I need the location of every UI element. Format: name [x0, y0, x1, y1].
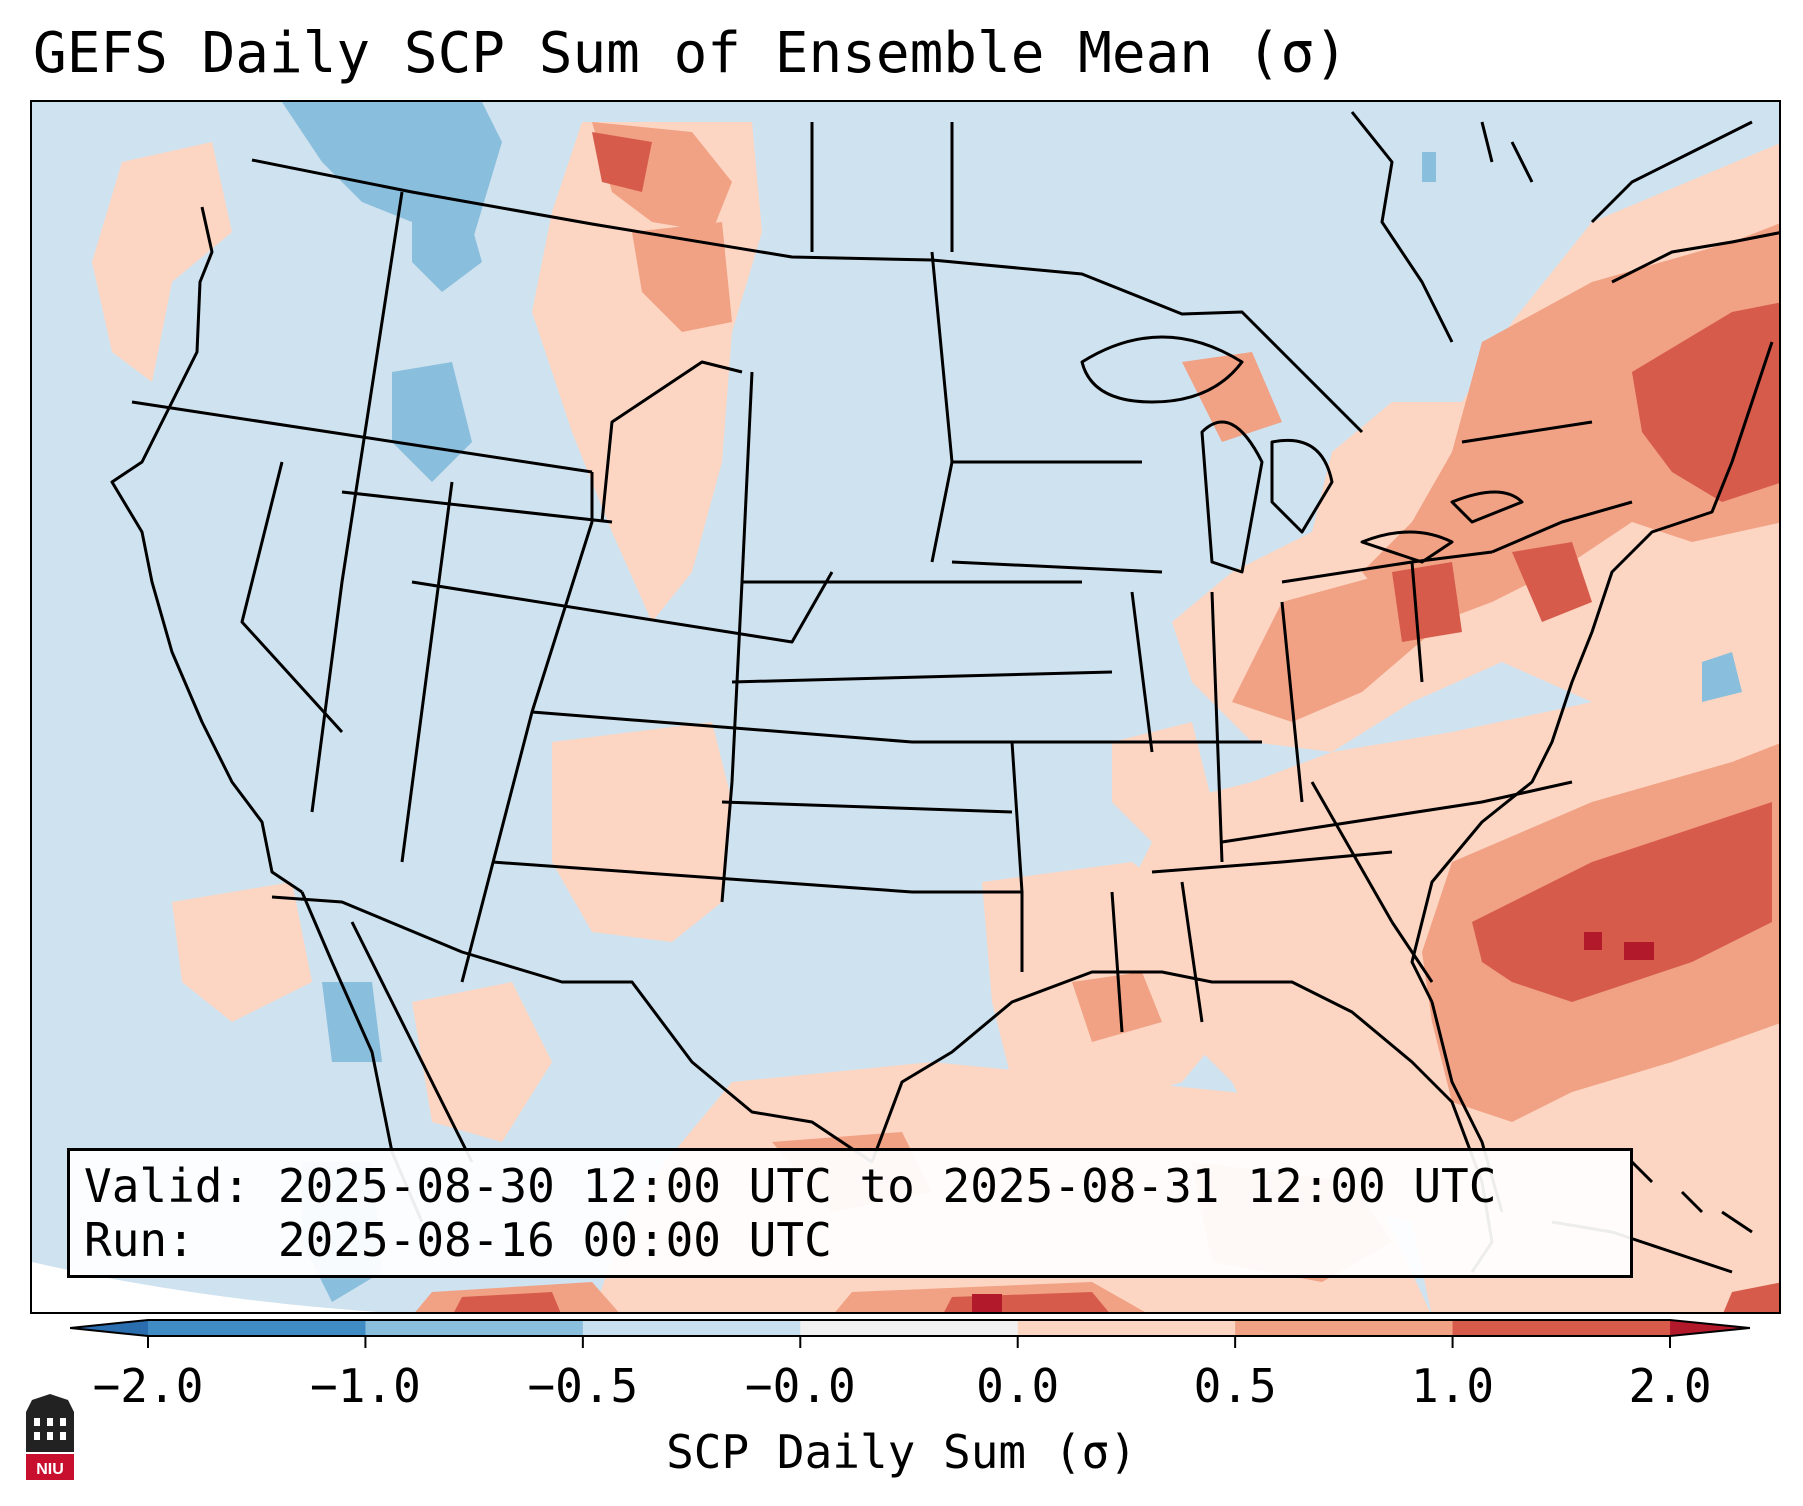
projection-edge-left [32, 1262, 378, 1312]
colorbar-tick-label: −0.0 [744, 1359, 856, 1413]
colorbar-segment [1017, 1320, 1236, 1336]
niu-logo: NIU [26, 1394, 74, 1480]
colorbar-segment [1235, 1320, 1454, 1336]
colorbar-extend-low [70, 1320, 148, 1336]
page-title: GEFS Daily SCP Sum of Ensemble Mean (σ) [33, 21, 1348, 86]
colorbar-segments [148, 1320, 1671, 1336]
colorbar-outline [70, 1319, 1750, 1337]
colorbar-segment [365, 1320, 584, 1336]
valid-run-info-box: Valid: 2025-08-30 12:00 UTC to 2025-08-3… [67, 1148, 1633, 1278]
colorbar-tick-label: 2.0 [1628, 1359, 1712, 1413]
colorbar-tick-label: 1.0 [1411, 1359, 1495, 1413]
run-label: Run: [84, 1213, 195, 1267]
colorbar-tick-label: −1.0 [310, 1359, 421, 1413]
colorbar-segment [148, 1320, 366, 1336]
run-time: 2025-08-16 00:00 UTC [277, 1213, 832, 1267]
colorbar-tick-label: 0.0 [976, 1359, 1060, 1413]
colorbar-tick-label: 0.5 [1193, 1359, 1277, 1413]
map-panel [30, 100, 1781, 1314]
colorbar-extend-high [1670, 1320, 1750, 1336]
colorbar-tick-label: −2.0 [92, 1359, 204, 1413]
colorbar-tick-label: −0.5 [527, 1359, 639, 1413]
valid-label: Valid: [84, 1159, 251, 1213]
colorbar-segment [800, 1320, 1019, 1336]
colorbar-segment [1452, 1320, 1671, 1336]
field-very-strong-positive [972, 932, 1654, 1312]
logo-text: NIU [36, 1461, 64, 1478]
map-canvas [32, 102, 1779, 1312]
valid-time-range: 2025-08-30 12:00 UTC to 2025-08-31 12:00… [277, 1159, 1497, 1213]
colorbar-label: SCP Daily Sum (σ) [666, 1425, 1137, 1479]
colorbar-segment [582, 1320, 801, 1336]
colorbar [70, 1319, 1750, 1348]
colorbar-ticks [147, 1336, 1671, 1348]
field-strong-positive [454, 132, 1779, 1312]
